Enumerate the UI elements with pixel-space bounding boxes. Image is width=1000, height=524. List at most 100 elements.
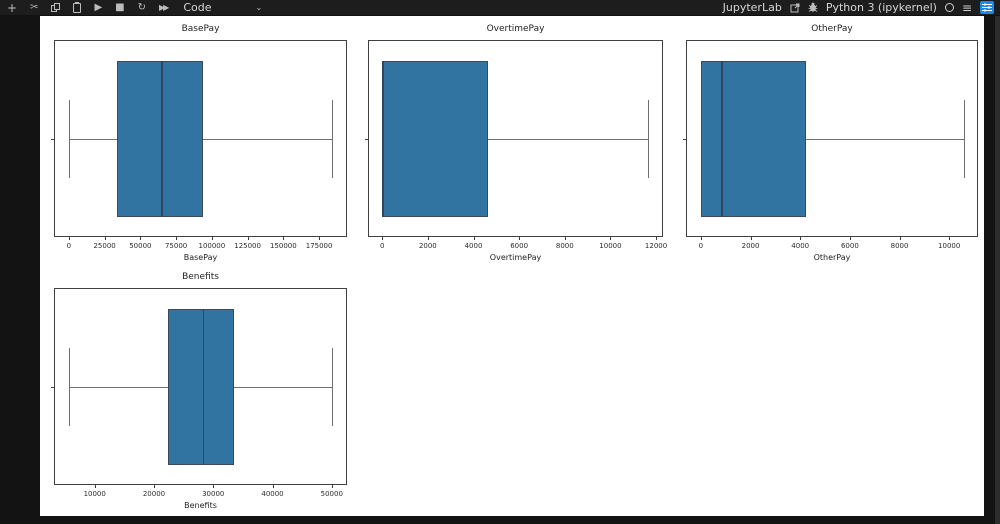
x-tick <box>283 237 285 240</box>
right-whisker-cap <box>331 347 333 426</box>
x-axis-label: OvertimePay <box>489 253 542 262</box>
x-tick <box>899 237 901 240</box>
boxplot-otherpay: OtherPay 0 2000 4000 6000 8000 10000 OtherPay <box>683 24 978 262</box>
copy-icon[interactable] <box>51 1 61 15</box>
stop-icon[interactable]: ■ <box>115 1 125 13</box>
restart-kernel-icon[interactable]: ↻ <box>137 1 146 13</box>
x-tick <box>700 237 702 240</box>
run-icon[interactable]: ▶ <box>94 1 103 13</box>
y-tick <box>51 386 55 388</box>
x-tick-label: 10000 <box>83 490 106 498</box>
median-line <box>202 308 205 465</box>
x-tick-label: 50000 <box>320 490 343 498</box>
plot-title: OvertimePay <box>486 24 545 34</box>
matplotlib-figure-output: BasePay 0 25000 50000 75000 100000 125000 1500… <box>40 16 984 516</box>
plot-area: 0 25000 50000 75000 100000 125000 150000 175000 <box>51 40 347 250</box>
x-tick-label: 40000 <box>261 490 284 498</box>
x-tick-label: 12000 <box>644 242 668 250</box>
x-tick <box>800 237 802 240</box>
x-tick <box>140 237 142 240</box>
x-tick <box>656 237 658 240</box>
x-tick-label: 175000 <box>305 242 333 250</box>
property-inspector-button[interactable] <box>980 1 994 14</box>
x-tick <box>247 237 249 240</box>
x-tick <box>849 237 851 240</box>
y-tick <box>365 138 369 140</box>
x-tick <box>153 485 155 488</box>
toolbar-left-group: + ✂ ▶ ■ ↻ ▶▶ <box>0 0 169 15</box>
x-tick <box>949 237 951 240</box>
plot-area: 10000 20000 30000 40000 50000 <box>51 288 347 498</box>
iqr-box <box>117 60 204 217</box>
hamburger-menu-icon[interactable]: ≡ <box>961 0 972 15</box>
right-whisker-cap <box>648 99 650 178</box>
x-axis-label: OtherPay <box>813 253 851 262</box>
x-axis-label: Benefits <box>184 501 217 510</box>
x-tick <box>211 237 213 240</box>
notebook-content-area: BasePay 0 25000 50000 75000 100000 125000 1500… <box>0 16 1000 524</box>
x-tick <box>68 237 70 240</box>
x-axis-label: BasePay <box>183 253 218 262</box>
x-tick-label: 6000 <box>510 242 529 250</box>
right-whisker <box>488 138 649 140</box>
x-tick-label: 25000 <box>93 242 116 250</box>
x-tick <box>272 485 274 488</box>
right-whisker <box>233 386 332 388</box>
x-tick-label: 75000 <box>164 242 188 250</box>
x-tick <box>519 237 521 240</box>
x-tick-label: 10000 <box>938 242 961 250</box>
x-tick <box>213 485 215 488</box>
x-tick-label: 100000 <box>198 242 226 250</box>
jupyterlab-label[interactable]: JupyterLab <box>722 1 782 14</box>
paste-icon[interactable] <box>73 1 82 15</box>
y-tick <box>51 138 55 140</box>
iqr-box <box>382 60 489 217</box>
left-whisker-cap <box>68 99 70 178</box>
x-tick <box>750 237 752 240</box>
external-link-icon <box>790 3 800 12</box>
x-tick-label: 8000 <box>555 242 574 250</box>
left-whisker <box>68 138 118 140</box>
cut-icon[interactable]: ✂ <box>30 1 39 13</box>
sliders-icon <box>982 3 992 12</box>
restart-run-all-icon[interactable]: ▶▶ <box>159 2 169 12</box>
plot-area: 0 2000 4000 6000 8000 10000 12000 <box>365 40 667 250</box>
boxplot-overtimepay: OvertimePay 0 2000 4000 6000 8000 10000 12000 … <box>365 24 667 262</box>
cell-type-label: Code <box>183 1 212 14</box>
toolbar-right-group: JupyterLab Python 3 (ipykernel) ≡ <box>723 1 1000 14</box>
x-tick-label: 4000 <box>791 242 810 250</box>
x-tick-label: 50000 <box>129 242 152 250</box>
right-whisker <box>203 138 332 140</box>
x-tick <box>94 485 96 488</box>
x-tick-label: 20000 <box>142 490 166 498</box>
vertical-scrollbar[interactable] <box>995 16 1000 524</box>
x-tick <box>176 237 178 240</box>
bug-icon[interactable] <box>808 2 818 13</box>
plot-title: OtherPay <box>811 24 853 34</box>
x-tick-label: 2000 <box>418 242 437 250</box>
median-line <box>161 60 163 217</box>
x-tick <box>319 237 321 240</box>
kernel-name-label[interactable]: Python 3 (ipykernel) <box>825 1 937 14</box>
x-tick-label: 0 <box>698 242 704 250</box>
plot-title: Benefits <box>182 272 219 282</box>
x-tick <box>610 237 612 240</box>
x-tick <box>331 485 333 488</box>
boxplot-benefits: Benefits 10000 20000 30000 40000 50000 Benef… <box>51 272 347 510</box>
x-tick <box>427 237 429 240</box>
iqr-box <box>167 308 234 465</box>
x-tick-label: 2000 <box>741 242 760 250</box>
x-tick <box>382 237 384 240</box>
x-tick-label: 30000 <box>202 490 225 498</box>
right-whisker-cap <box>964 99 966 178</box>
x-tick-label: 6000 <box>840 242 859 250</box>
x-tick-label: 10000 <box>599 242 622 250</box>
cell-type-dropdown[interactable]: Code ⌄ <box>183 1 262 14</box>
x-tick-label: 125000 <box>234 242 261 250</box>
plot-title: BasePay <box>181 24 220 34</box>
plot-area: 0 2000 4000 6000 8000 10000 <box>683 40 978 250</box>
add-cell-icon[interactable]: + <box>7 0 18 15</box>
left-whisker-cap <box>69 347 71 426</box>
y-tick <box>683 138 687 140</box>
